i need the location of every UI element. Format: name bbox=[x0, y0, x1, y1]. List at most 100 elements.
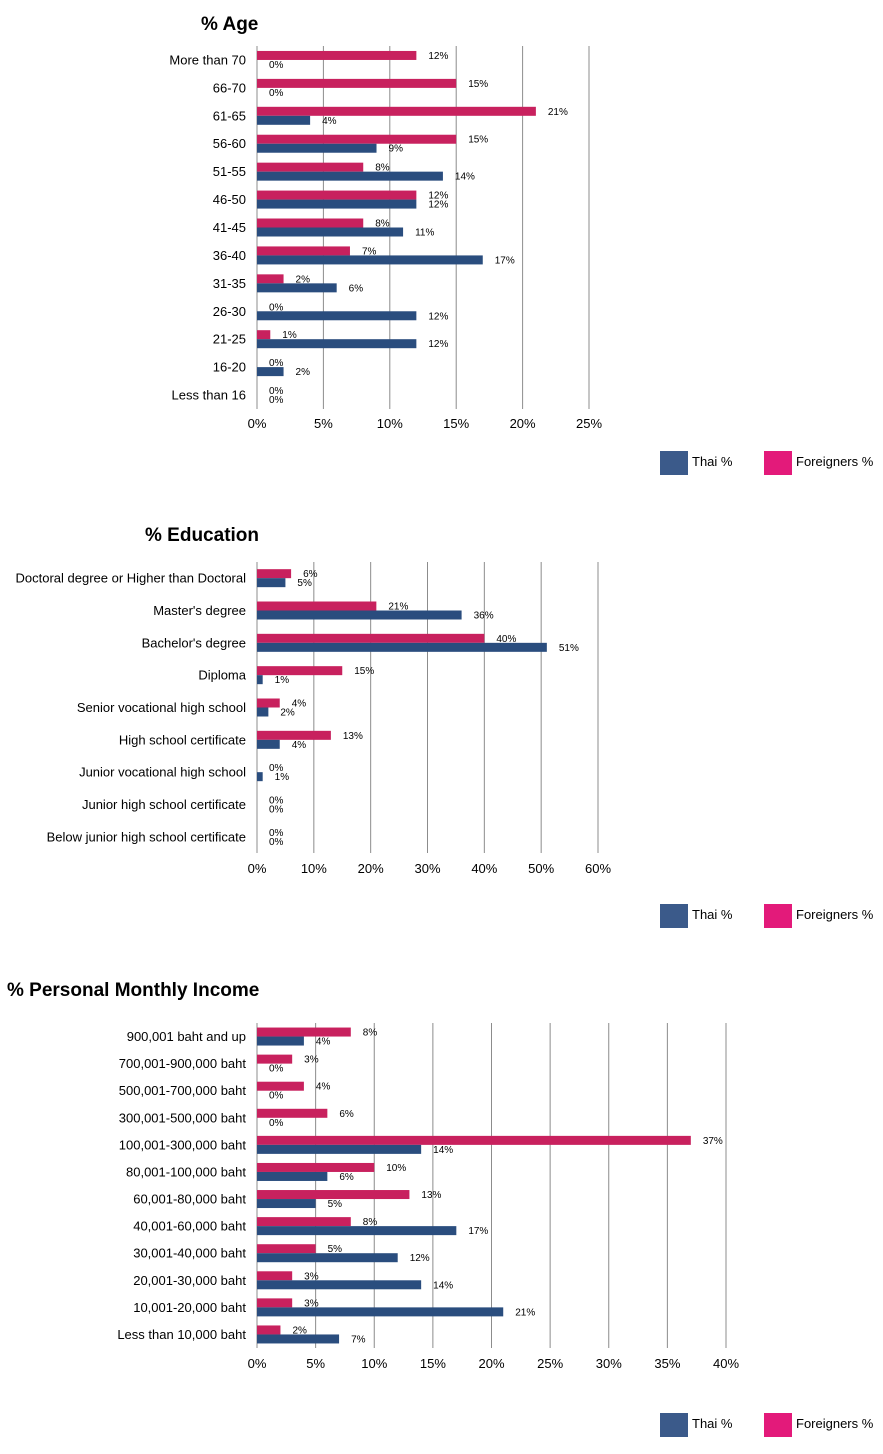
data-label-foreigners: 8% bbox=[375, 219, 390, 230]
bar-foreigners bbox=[257, 1271, 293, 1281]
bar-thai bbox=[257, 707, 269, 717]
data-label-foreigners: 6% bbox=[303, 569, 318, 580]
bar-foreigners bbox=[257, 569, 292, 579]
x-tick-label: 5% bbox=[306, 1356, 325, 1371]
legend-label-thai: Thai % bbox=[692, 454, 733, 469]
category-label: 100,001-300,000 baht bbox=[119, 1137, 247, 1152]
category-label: 80,001-100,000 baht bbox=[126, 1164, 246, 1179]
category-label: 300,001-500,000 baht bbox=[119, 1110, 247, 1125]
category-label: Master's degree bbox=[153, 603, 246, 618]
category-label: 60,001-80,000 baht bbox=[133, 1192, 246, 1207]
data-label-thai: 2% bbox=[296, 367, 311, 378]
bar-foreigners bbox=[257, 1217, 351, 1227]
category-label: Bachelor's degree bbox=[142, 635, 246, 650]
bar-foreigners bbox=[257, 1108, 328, 1118]
bar-thai bbox=[257, 739, 280, 749]
bar-foreigners bbox=[257, 1325, 281, 1335]
category-label: Less than 16 bbox=[172, 388, 246, 403]
category-label: 56-60 bbox=[213, 136, 246, 151]
bar-thai bbox=[257, 339, 417, 349]
bar-foreigners bbox=[257, 50, 417, 60]
x-tick-label: 40% bbox=[713, 1356, 739, 1371]
data-label-foreigners: 0% bbox=[269, 302, 284, 313]
data-label-thai: 12% bbox=[428, 200, 448, 211]
data-label-foreigners: 3% bbox=[304, 1271, 319, 1282]
data-label-thai: 12% bbox=[428, 339, 448, 350]
x-tick-label: 15% bbox=[443, 416, 469, 431]
data-label-thai: 0% bbox=[269, 1064, 284, 1075]
data-label-thai: 36% bbox=[474, 611, 494, 622]
data-label-foreigners: 4% bbox=[316, 1082, 331, 1093]
data-label-thai: 4% bbox=[322, 116, 337, 127]
chart-title: % Education bbox=[145, 525, 259, 546]
legend-label-thai: Thai % bbox=[692, 907, 733, 922]
category-label: 36-40 bbox=[213, 248, 246, 263]
category-label: 20,001-30,000 baht bbox=[133, 1273, 246, 1288]
bar-foreigners bbox=[257, 1244, 316, 1254]
x-tick-label: 20% bbox=[478, 1356, 504, 1371]
data-label-foreigners: 21% bbox=[388, 602, 408, 613]
bar-foreigners bbox=[257, 1027, 351, 1037]
category-label: 46-50 bbox=[213, 192, 246, 207]
category-label: Junior vocational high school bbox=[79, 765, 246, 780]
bar-foreigners bbox=[257, 1162, 375, 1172]
x-tick-label: 20% bbox=[358, 861, 384, 876]
bar-thai bbox=[257, 675, 263, 685]
category-label: 40,001-60,000 baht bbox=[133, 1219, 246, 1234]
data-label-thai: 0% bbox=[269, 395, 284, 406]
legend-label-foreigners: Foreigners % bbox=[796, 907, 874, 922]
bar-thai bbox=[257, 1253, 398, 1263]
bar-thai bbox=[257, 255, 483, 265]
data-label-foreigners: 3% bbox=[304, 1055, 319, 1066]
bar-foreigners bbox=[257, 601, 377, 611]
data-label-foreigners: 37% bbox=[703, 1136, 723, 1147]
data-label-thai: 2% bbox=[280, 708, 295, 719]
data-label-foreigners: 0% bbox=[269, 386, 284, 397]
data-label-foreigners: 3% bbox=[304, 1298, 319, 1309]
bar-thai bbox=[257, 1199, 316, 1209]
bar-thai bbox=[257, 772, 263, 782]
bar-foreigners bbox=[257, 274, 284, 284]
x-tick-label: 10% bbox=[361, 1356, 387, 1371]
x-tick-label: 35% bbox=[654, 1356, 680, 1371]
chart-title: % Age bbox=[201, 14, 258, 35]
data-label-thai: 0% bbox=[269, 837, 284, 848]
category-label: 16-20 bbox=[213, 360, 246, 375]
data-label-thai: 51% bbox=[559, 643, 579, 654]
data-label-foreigners: 10% bbox=[386, 1163, 406, 1174]
data-label-thai: 4% bbox=[316, 1037, 331, 1048]
data-label-thai: 14% bbox=[433, 1145, 453, 1156]
bar-thai bbox=[257, 311, 417, 321]
data-label-foreigners: 7% bbox=[362, 246, 377, 257]
bar-thai bbox=[257, 283, 337, 293]
bar-thai bbox=[257, 199, 417, 209]
legend-swatch-thai bbox=[660, 904, 688, 928]
bar-foreigners bbox=[257, 218, 364, 228]
data-label-foreigners: 0% bbox=[269, 828, 284, 839]
category-label: 500,001-700,000 baht bbox=[119, 1083, 247, 1098]
data-label-foreigners: 5% bbox=[328, 1244, 343, 1255]
bar-thai bbox=[257, 227, 404, 237]
x-tick-label: 0% bbox=[248, 416, 267, 431]
x-tick-label: 10% bbox=[377, 416, 403, 431]
data-label-thai: 1% bbox=[275, 675, 290, 686]
data-label-thai: 12% bbox=[410, 1253, 430, 1264]
x-tick-label: 50% bbox=[528, 861, 554, 876]
legend-label-foreigners: Foreigners % bbox=[796, 1416, 874, 1431]
data-label-thai: 11% bbox=[415, 228, 434, 239]
chart-3: % Personal Monthly Income 0% 5% 10% 15% 20% 25… bbox=[7, 980, 874, 1437]
category-label: 30,001-40,000 baht bbox=[133, 1246, 246, 1261]
bar-foreigners bbox=[257, 190, 417, 200]
data-label-foreigners: 13% bbox=[343, 731, 363, 742]
data-label-thai: 4% bbox=[292, 740, 307, 751]
data-label-thai: 12% bbox=[428, 311, 448, 322]
category-label: High school certificate bbox=[119, 732, 246, 747]
data-label-foreigners: 15% bbox=[468, 135, 488, 146]
x-tick-label: 60% bbox=[585, 861, 611, 876]
bar-foreigners bbox=[257, 1190, 410, 1200]
data-label-thai: 5% bbox=[328, 1199, 343, 1210]
category-label: Junior high school certificate bbox=[82, 797, 246, 812]
legend-label-thai: Thai % bbox=[692, 1416, 733, 1431]
bar-thai bbox=[257, 1036, 304, 1046]
